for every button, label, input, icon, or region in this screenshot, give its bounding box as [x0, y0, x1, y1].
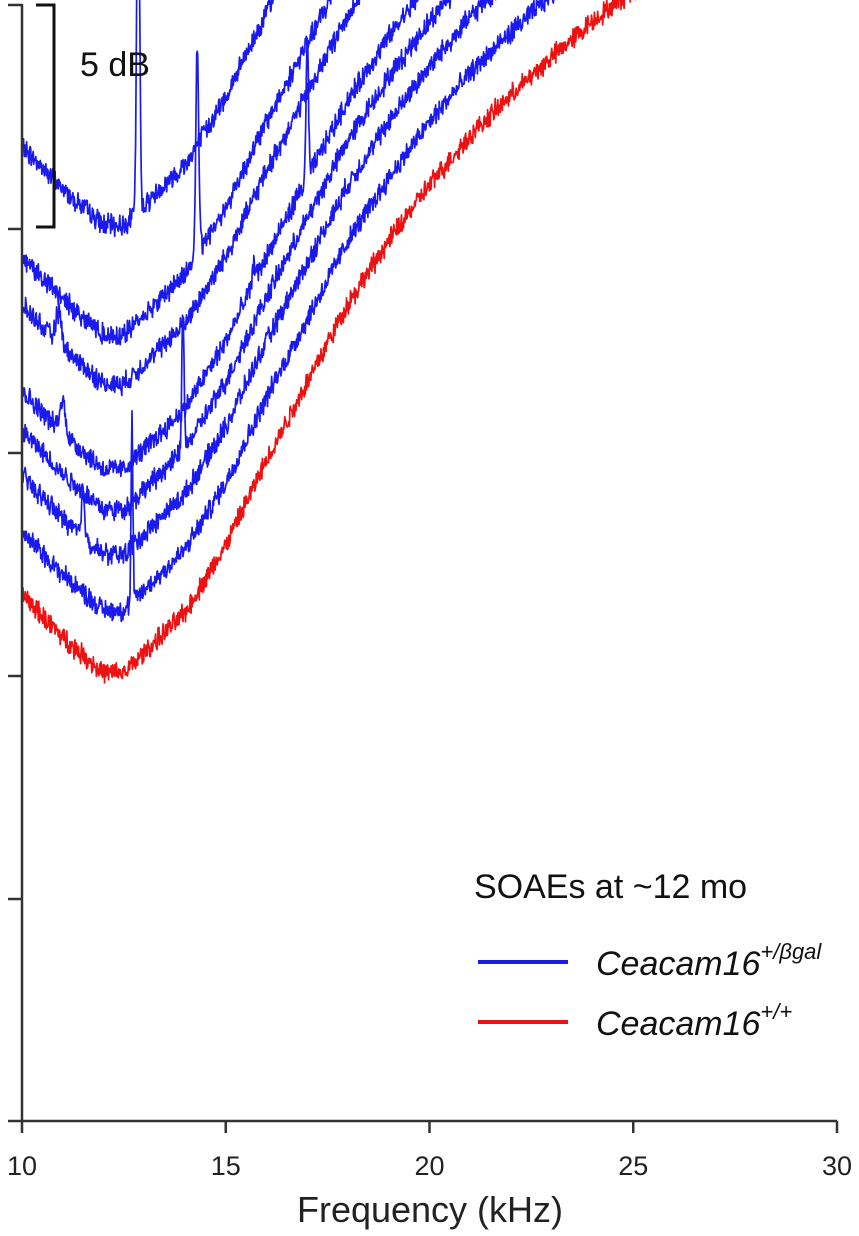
- series-line-8: [21, 0, 637, 684]
- series-line-6: [21, 0, 497, 567]
- series-line-3: [21, 0, 361, 397]
- scale-bar: 5 dB: [36, 3, 150, 229]
- x-axis: 10 15 20 25 30 Frequency (kHz): [7, 1119, 852, 1230]
- legend-title: SOAEs at ~12 mo: [474, 868, 747, 906]
- x-ticks: 10 15 20 25 30: [7, 1121, 852, 1181]
- series-line-7: [21, 0, 555, 623]
- x-tick-label: 25: [618, 1151, 648, 1181]
- y-axis: [8, 3, 24, 1123]
- legend: SOAEs at ~12 mo Ceacam16+/βgal Ceacam16+…: [474, 868, 822, 1043]
- x-tick-label: 30: [822, 1151, 852, 1181]
- x-tick-label: 20: [414, 1151, 444, 1181]
- legend-label-het: Ceacam16+/βgal: [596, 939, 822, 983]
- series-line-4: [21, 0, 419, 478]
- x-tick-label: 10: [7, 1151, 37, 1181]
- scale-bar-label: 5 dB: [80, 46, 150, 84]
- series-line-2: [21, 0, 332, 346]
- legend-label-wt: Ceacam16+/+: [596, 999, 792, 1043]
- x-axis-title: Frequency (kHz): [297, 1189, 563, 1230]
- x-tick-label: 15: [211, 1151, 241, 1181]
- series-line-1: [21, 0, 274, 238]
- scale-bar-bracket: [36, 3, 56, 229]
- series-line-5: [21, 0, 452, 522]
- spectrum-traces: [21, 0, 637, 684]
